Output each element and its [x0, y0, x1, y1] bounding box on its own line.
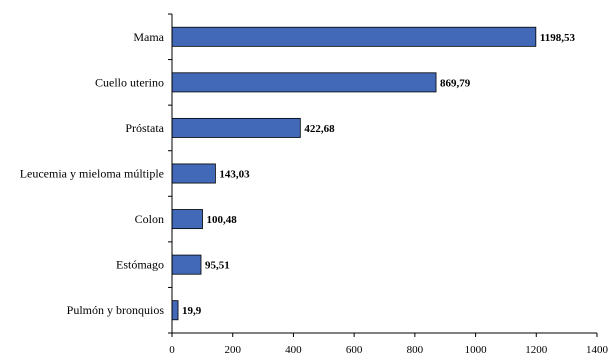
category-label-2: Próstata	[125, 121, 164, 135]
x-tick-label-6: 1200	[525, 344, 548, 356]
category-label-6: Pulmón y bronquios	[67, 303, 165, 317]
data-label-0: 1198,53	[540, 32, 576, 44]
bar-3	[171, 163, 216, 184]
x-tick-label-0: 0	[169, 344, 175, 356]
bars-layer	[171, 26, 537, 321]
category-label-5: Estómago	[116, 258, 164, 272]
bar-1	[171, 72, 437, 93]
data-label-4: 100,48	[207, 214, 238, 226]
data-label-2: 422,68	[304, 123, 335, 135]
category-label-4: Colon	[135, 212, 164, 226]
x-tick-label-5: 1000	[465, 344, 488, 356]
x-tick-label-4: 800	[407, 344, 424, 356]
x-tick-label-2: 400	[285, 344, 302, 356]
bar-6	[171, 300, 179, 321]
x-tick-label-7: 1400	[586, 344, 609, 356]
category-label-3: Leucemia y mieloma múltiple	[20, 167, 164, 181]
category-labels-layer: Mama Cuello uterino Próstata Leucemia y mie…	[20, 30, 165, 317]
x-tick-label-3: 600	[346, 344, 363, 356]
bar-2	[171, 117, 301, 138]
bar-5	[171, 254, 202, 275]
x-tick-label-1: 200	[224, 344, 241, 356]
bar-0	[171, 26, 537, 47]
data-label-1: 869,79	[440, 77, 471, 89]
bar-4	[171, 209, 203, 230]
data-label-3: 143,03	[219, 169, 250, 181]
data-label-6: 19,9	[182, 305, 202, 317]
category-label-1: Cuello uterino	[95, 75, 164, 89]
data-label-5: 95,51	[205, 260, 230, 272]
category-label-0: Mama	[133, 30, 164, 44]
axes-layer: 0 200 400 600 800 1000 1200 1400	[168, 13, 609, 356]
data-labels-layer: 1198,53 869,79 422,68 143,03 100,48 95,51 19,9	[182, 32, 575, 317]
